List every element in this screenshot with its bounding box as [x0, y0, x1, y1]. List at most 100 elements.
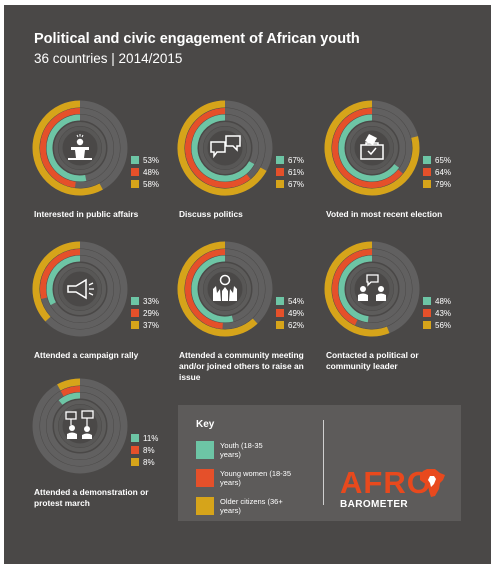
arc-older	[32, 100, 103, 196]
legend-voted: 65% 64% 79%	[423, 154, 451, 190]
africa-map-icon	[420, 469, 445, 497]
caption-public-affairs: Interested in public affairs	[34, 209, 139, 219]
value-young-women: 49%	[288, 308, 305, 318]
arc-young-women	[40, 249, 81, 299]
legend-campaign-rally: 33% 29% 37%	[131, 295, 159, 331]
inner-track	[199, 122, 251, 174]
inner-track	[58, 267, 102, 311]
value-young-women: 61%	[288, 167, 305, 177]
key-label-youth: Youth (18-35 years)	[220, 441, 263, 459]
inner-track	[54, 122, 106, 174]
caption-discuss-politics: Discuss politics	[179, 209, 243, 219]
arc-older	[177, 241, 258, 337]
older-swatch	[131, 458, 139, 466]
caption-demonstration: Attended a demonstration or protest marc…	[34, 487, 149, 508]
ballot-box-icon	[360, 134, 384, 160]
arc-youth	[46, 255, 81, 306]
value-older: 62%	[288, 320, 305, 330]
key-title: Key	[196, 419, 215, 430]
protest-signs-icon	[65, 410, 94, 439]
inner-track	[199, 263, 251, 315]
arc-youth	[338, 255, 373, 323]
arc-young-women	[332, 108, 403, 188]
value-older: 79%	[435, 179, 452, 189]
arc-youth	[58, 392, 81, 405]
inner-track	[203, 126, 247, 170]
legend-discuss-politics: 67% 61% 67%	[276, 154, 304, 190]
older-key-swatch	[196, 497, 214, 515]
value-youth: 48%	[435, 296, 452, 306]
youth-swatch	[276, 297, 284, 305]
youth-swatch	[423, 297, 431, 305]
young-women-swatch	[276, 309, 284, 317]
arc-young-women	[185, 249, 226, 329]
legend-contacted-leader: 48% 43% 56%	[423, 295, 451, 331]
youth-swatch	[131, 297, 139, 305]
youth-swatch	[276, 156, 284, 164]
inner-track	[350, 267, 394, 311]
caption-campaign-rally: Attended a campaign rally	[34, 350, 139, 360]
conversation-icon	[358, 274, 386, 301]
key-label-older: Older citizens (36+ years)	[220, 497, 283, 515]
key-item-young-women: Young women (18-35 years)	[196, 469, 296, 487]
value-youth: 53%	[143, 155, 160, 165]
megaphone-icon	[67, 278, 94, 300]
youth-key-swatch	[196, 441, 214, 459]
arc-youth	[191, 255, 234, 323]
arc-youth	[338, 114, 400, 182]
value-youth: 11%	[143, 433, 159, 443]
value-young-women: 29%	[143, 308, 160, 318]
young-women-key-swatch	[196, 469, 214, 487]
arc-youth	[46, 114, 87, 182]
speech-bubbles-icon	[210, 135, 241, 159]
arc-older	[324, 100, 420, 196]
caption-contacted-leader: Contacted a political or community leade…	[326, 350, 419, 371]
caption-voted: Voted in most recent election	[326, 209, 443, 219]
raised-hands-icon	[213, 274, 237, 301]
chart-title: Political and civic engagement of Africa…	[34, 31, 360, 47]
young-women-swatch	[131, 446, 139, 454]
key-label-young-women: Young women (18-35 years)	[220, 469, 292, 487]
arc-young-women	[185, 108, 251, 188]
value-older: 58%	[143, 179, 160, 189]
afrobarometer-logo: AFRO	[340, 465, 432, 500]
older-swatch	[131, 180, 139, 188]
value-youth: 54%	[288, 296, 305, 306]
inner-track	[346, 122, 398, 174]
arc-youth	[191, 114, 255, 182]
value-older: 37%	[143, 320, 160, 330]
inner-track	[346, 263, 398, 315]
value-young-women: 64%	[435, 167, 452, 177]
inner-track	[203, 267, 247, 311]
value-older: 56%	[435, 320, 452, 330]
inner-track	[54, 400, 106, 452]
afrobarometer-wordmark: BAROMETER	[340, 499, 409, 510]
key-divider	[323, 420, 324, 505]
arc-young-women	[60, 386, 81, 397]
caption-community-meeting: Attended a community meeting and/or join…	[179, 350, 304, 382]
legend-community-meeting: 54% 49% 62%	[276, 295, 304, 331]
value-older: 8%	[143, 457, 155, 467]
young-women-swatch	[276, 168, 284, 176]
arc-older	[177, 100, 267, 196]
legend-public-affairs: 53% 48% 58%	[131, 154, 159, 190]
chart-subtitle: 36 countries | 2014/2015	[34, 51, 183, 66]
older-swatch	[423, 321, 431, 329]
key-item-youth: Youth (18-35 years)	[196, 441, 280, 459]
youth-swatch	[131, 434, 139, 442]
speaker-podium-icon	[68, 134, 92, 160]
youth-swatch	[423, 156, 431, 164]
value-young-women: 43%	[435, 308, 452, 318]
key-box: Key Youth (18-35 years) Young women (18-…	[178, 405, 461, 521]
value-young-women: 8%	[143, 445, 155, 455]
older-swatch	[276, 321, 284, 329]
youth-swatch	[131, 156, 139, 164]
value-youth: 65%	[435, 155, 452, 165]
older-swatch	[276, 180, 284, 188]
arc-older	[32, 241, 81, 322]
value-older: 67%	[288, 179, 305, 189]
inner-track	[58, 126, 102, 170]
older-swatch	[131, 321, 139, 329]
value-young-women: 48%	[143, 167, 160, 177]
arc-older	[324, 241, 390, 337]
